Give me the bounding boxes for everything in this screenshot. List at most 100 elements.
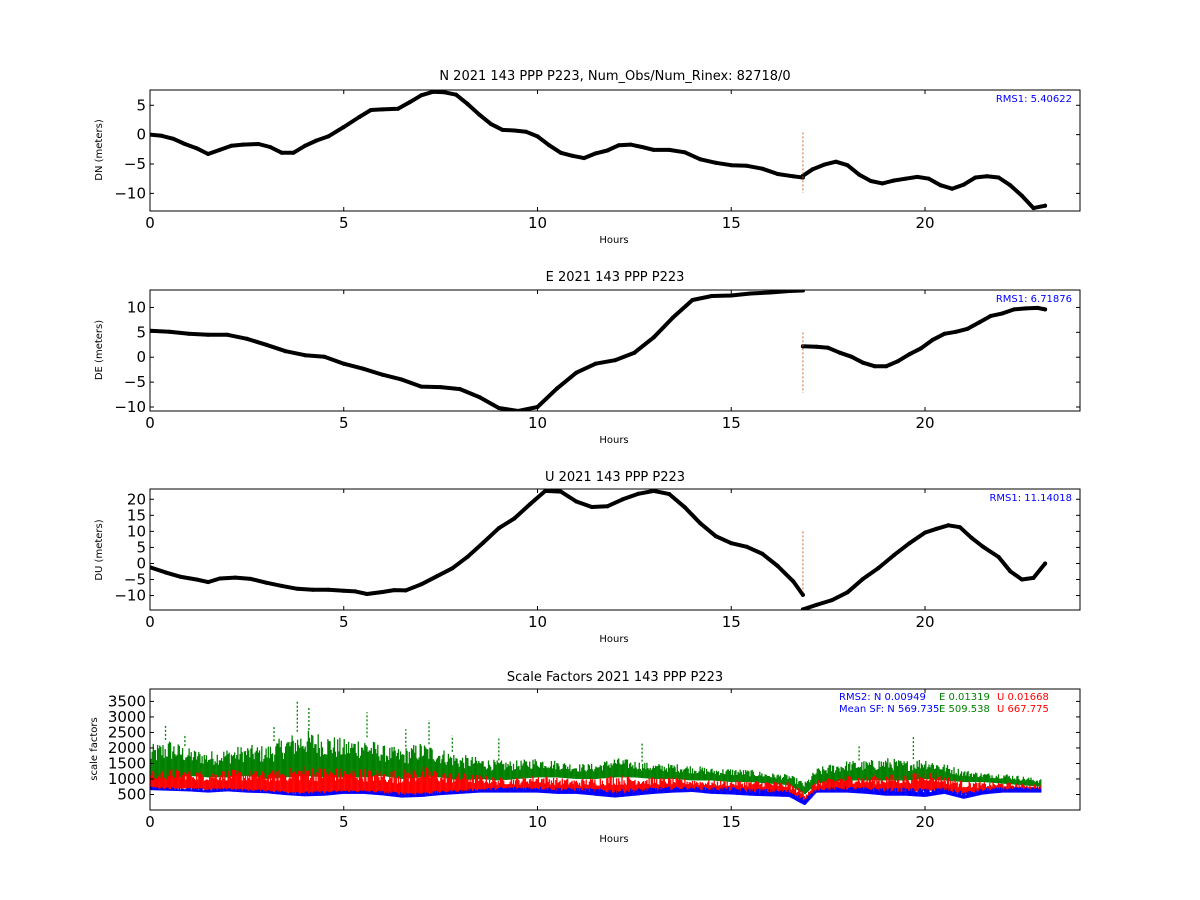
east-data-point: [613, 358, 617, 363]
north-y-tick-label: −5: [124, 155, 146, 173]
north-data-point: [268, 145, 273, 149]
east-y-tick-label: 5: [136, 323, 146, 341]
north-data-point: [903, 176, 908, 181]
north-data-point: [500, 127, 505, 132]
up-data-point: [543, 489, 548, 493]
north-rms-annotation: RMS1: 5.40622: [996, 94, 1072, 105]
east-data-point: [438, 385, 443, 390]
scale-factors-y-tick-label: 1000: [108, 770, 146, 788]
east-data-point: [574, 370, 579, 375]
north-x-tick-label: 15: [722, 214, 741, 232]
north-data-point: [775, 172, 780, 176]
up-y-tick-label: 0: [136, 554, 146, 572]
east-rms-annotation: RMS1: 6.71876: [996, 294, 1072, 305]
scale-factors-x-tick-label: 10: [528, 813, 547, 831]
north-x-axis-label: Hours: [599, 235, 628, 246]
north-x-tick-label: 5: [339, 214, 349, 232]
north-data-point: [985, 174, 989, 179]
up-data-point: [636, 491, 641, 496]
east-data-point: [264, 342, 269, 347]
up-data-point: [996, 555, 1001, 559]
up-y-tick-label: 15: [127, 506, 146, 524]
up-y-tick-label: −5: [124, 571, 146, 589]
east-data-point: [322, 354, 327, 359]
north-y-axis-label: DN (meters): [94, 119, 105, 181]
east-data-point: [930, 337, 935, 342]
up-data-point: [341, 588, 346, 593]
north-title: N 2021 143 PPP P223, Num_Obs/Num_Rinex: …: [439, 69, 790, 84]
up-data-point: [481, 540, 486, 545]
east-data-point: [303, 353, 307, 358]
north-data-point: [442, 90, 447, 95]
north-data-point: [667, 147, 672, 152]
east-series-line: [800, 305, 1048, 369]
up-data-point: [589, 505, 594, 509]
east-data-point: [341, 361, 346, 366]
north-x-tick-label: 10: [528, 214, 547, 232]
north-data-point: [810, 167, 815, 172]
east-data-point: [709, 294, 714, 298]
east-data-point: [554, 386, 559, 391]
scale-factors-axes-frame: [149, 688, 1081, 811]
east-data-point: [399, 377, 404, 382]
north-data-point: [616, 143, 621, 148]
north-data-point: [547, 143, 552, 148]
east-data-point: [988, 313, 993, 318]
up-data-point: [1019, 577, 1024, 582]
east-data-point: [593, 361, 598, 366]
north-data-point: [535, 134, 540, 139]
up-data-point: [791, 579, 796, 584]
east-data-point: [651, 335, 656, 340]
north-data-point: [512, 128, 517, 133]
up-data-point: [907, 541, 912, 546]
north-data-point: [1019, 193, 1024, 198]
north-data-point: [241, 142, 245, 147]
north-data-point: [396, 106, 400, 111]
north-data-point: [713, 160, 718, 165]
north-data-point: [182, 142, 187, 146]
north-data-point: [1043, 203, 1048, 208]
scale-factors-x-axis-label: Hours: [599, 834, 628, 845]
up-data-point: [800, 592, 805, 597]
up-data-point: [969, 535, 974, 540]
north-data-point: [1031, 206, 1036, 211]
north-data-point: [217, 147, 222, 152]
up-x-tick-label: 10: [528, 613, 547, 631]
up-data-point: [800, 607, 805, 610]
north-data-point: [159, 133, 164, 138]
east-data-point: [954, 329, 958, 334]
north-data-point: [558, 150, 563, 155]
up-data-point: [179, 574, 183, 579]
east-data-point: [186, 331, 191, 336]
up-data-point: [957, 525, 962, 530]
scale-factors-y-axis-label: scale factors: [89, 717, 100, 780]
up-data-point: [775, 564, 780, 568]
east-data-point: [895, 359, 900, 364]
scale-factors-y-tick-label: 3500: [108, 692, 146, 710]
scale-factors-annotation-text: Mean SF: N 569.735: [839, 704, 939, 715]
up-data-point: [876, 566, 881, 570]
scale-factors-plot-area: [150, 699, 1042, 805]
east-axes-frame: [149, 289, 1081, 412]
up-data-point: [934, 526, 939, 531]
east-data-point: [861, 360, 865, 365]
up-data-point: [248, 576, 253, 581]
east-plot-area: [150, 290, 1048, 411]
up-y-tick-label: −10: [114, 587, 146, 605]
north-data-point: [845, 163, 850, 168]
east-y-tick-label: 10: [127, 298, 146, 316]
north-data-point: [430, 90, 435, 94]
scale-factors-series-n: [150, 786, 1042, 805]
north-data-point: [368, 108, 373, 112]
up-data-point: [744, 544, 749, 549]
north-data-point: [682, 150, 687, 155]
up-x-tick-label: 0: [145, 613, 155, 631]
north-data-point: [961, 182, 966, 187]
up-data-point: [981, 544, 986, 549]
north-data-point: [206, 152, 211, 156]
up-data-point: [233, 575, 238, 580]
north-data-point: [651, 147, 656, 152]
up-data-point: [667, 492, 672, 497]
up-data-point: [558, 489, 563, 494]
up-data-point: [605, 504, 610, 509]
